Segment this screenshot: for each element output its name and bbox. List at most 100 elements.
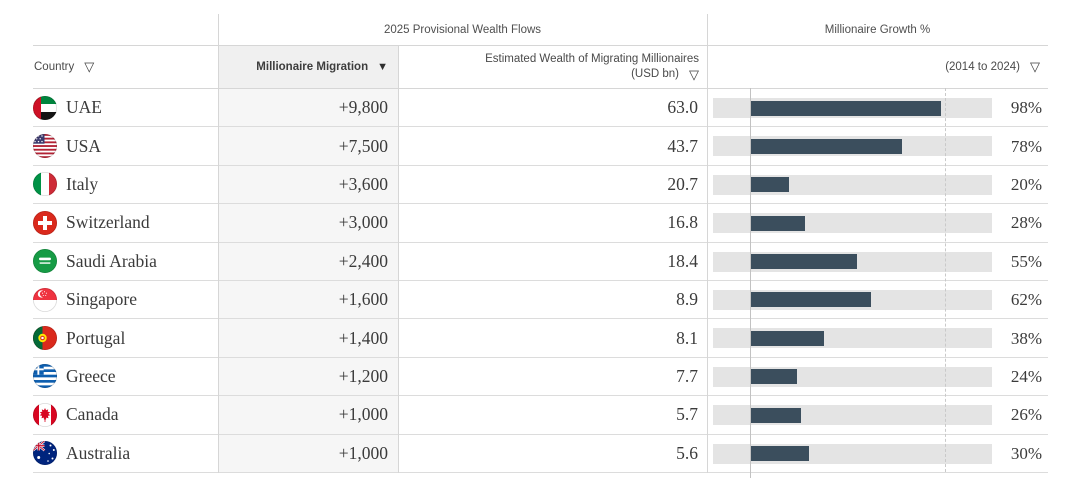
wealth-header-label-line2: (USD bn) — [631, 68, 679, 80]
growth-bar — [750, 254, 858, 270]
wealth-value-cell: 20.7 — [667, 173, 698, 194]
growth-bar — [750, 330, 825, 346]
growth-bar-track — [713, 405, 992, 426]
migration-header-label: Millionaire Migration — [256, 61, 369, 73]
country-cell: Saudi Arabia — [33, 243, 218, 280]
growth-percent-label: 78% — [1010, 136, 1042, 156]
growth-cell: 30% — [707, 435, 1048, 472]
growth-cell: 24% — [707, 358, 1048, 395]
column-header-estimated-wealth[interactable]: Estimated Wealth of Migrating Millionair… — [398, 46, 707, 88]
growth-cell: 98% — [707, 89, 1048, 126]
growth-bar-track — [713, 443, 992, 464]
growth-percent-label: 28% — [1010, 213, 1042, 233]
growth-bar-track — [713, 98, 992, 118]
country-cell: Switzerland — [33, 204, 218, 241]
wealth-value-cell: 18.4 — [667, 250, 698, 271]
column-header-millionaire-migration[interactable]: Millionaire Migration ▼ — [218, 46, 398, 88]
wealth-value-cell: 43.7 — [667, 135, 698, 156]
wealth-filter-icon[interactable]: ▽ — [689, 67, 699, 82]
migration-value-cell: +3,000 — [218, 204, 398, 242]
growth-bar — [750, 369, 797, 385]
country-filter-icon[interactable]: ▽ — [84, 59, 95, 74]
growth-bar — [750, 100, 942, 116]
migration-value-cell: +1,200 — [218, 357, 398, 396]
country-cell: Canada — [33, 396, 218, 433]
growth-percent-label: 38% — [1010, 328, 1042, 348]
growth-percent-label: 30% — [1010, 443, 1042, 463]
growth-bar-track — [713, 289, 992, 310]
growth-bar — [750, 138, 903, 154]
wealth-value-cell: 63.0 — [667, 97, 698, 118]
wealth-value-cell: 5.7 — [676, 404, 698, 425]
column-divider-country-migration — [218, 14, 219, 473]
country-name: Portugal — [66, 327, 126, 348]
growth-bar — [750, 446, 809, 462]
growth-bar — [750, 407, 801, 423]
wealth-value-cell: 5.6 — [676, 442, 698, 463]
growth-cell: 55% — [707, 243, 1048, 280]
singapore-flag-icon — [33, 287, 57, 312]
country-name: Saudi Arabia — [66, 250, 157, 271]
growth-bar-track — [713, 213, 992, 234]
millionaire-migration-table: 2025 Provisional Wealth Flows Millionair… — [33, 14, 1048, 478]
country-cell: Greece — [33, 358, 218, 395]
country-name: Greece — [66, 365, 116, 386]
wealth-value-cell: 16.8 — [667, 212, 698, 233]
bar-axis-100pct-reference-line — [945, 88, 946, 472]
growth-cell: 38% — [707, 319, 1048, 356]
wealth-header-label-line1: Estimated Wealth of Migrating Millionair… — [485, 53, 699, 65]
wealth-value-cell: 8.1 — [676, 327, 698, 348]
migration-sort-desc-icon[interactable]: ▼ — [377, 61, 388, 73]
column-divider-wealth-growth — [707, 14, 708, 473]
greece-flag-icon — [33, 364, 57, 389]
growth-cell: 26% — [707, 396, 1048, 433]
growth-cell: 78% — [707, 127, 1048, 164]
usa-flag-icon — [33, 134, 57, 159]
group-header-wealth-flows: 2025 Provisional Wealth Flows — [383, 23, 542, 36]
migration-value-cell: +9,800 — [218, 89, 398, 127]
italy-flag-icon — [33, 172, 57, 197]
column-header-row: Country ▽ Millionaire Migration ▼ Estima… — [33, 46, 1048, 89]
australia-flag-icon — [33, 441, 57, 466]
growth-filter-icon[interactable]: ▽ — [1030, 59, 1040, 74]
column-header-growth-period[interactable]: (2014 to 2024) ▽ — [707, 46, 1048, 88]
table-row: Portugal +1,400 8.1 38% — [33, 319, 1048, 358]
migration-value-cell: +7,500 — [218, 127, 398, 165]
table-body: UAE +9,800 63.0 98% USA +7,500 43.7 78% … — [33, 89, 1048, 473]
growth-bar — [750, 177, 789, 193]
country-name: Singapore — [66, 289, 137, 310]
country-name: Italy — [66, 173, 99, 194]
table-row: Saudi Arabia +2,400 18.4 55% — [33, 242, 1048, 281]
migration-value-cell: +1,000 — [218, 434, 398, 472]
country-name: Australia — [66, 442, 131, 463]
growth-percent-label: 62% — [1010, 290, 1042, 310]
column-divider-migration-wealth — [398, 45, 399, 473]
canada-flag-icon — [33, 402, 57, 427]
switzerland-flag-icon — [33, 210, 57, 235]
column-header-country[interactable]: Country ▽ — [33, 46, 218, 88]
uae-flag-icon — [33, 95, 57, 120]
growth-percent-label: 24% — [1010, 366, 1042, 386]
country-name: Switzerland — [66, 212, 150, 233]
table-row: Singapore +1,600 8.9 62% — [33, 280, 1048, 320]
growth-percent-label: 55% — [1010, 251, 1042, 271]
country-header-label: Country — [34, 61, 75, 73]
growth-cell: 62% — [707, 281, 1048, 318]
migration-value-cell: +1,000 — [218, 396, 398, 434]
country-cell: Australia — [33, 435, 218, 472]
growth-bar-track — [713, 174, 992, 195]
growth-cell: 20% — [707, 166, 1048, 203]
country-name: USA — [66, 135, 102, 156]
portugal-flag-icon — [33, 326, 57, 351]
country-cell: USA — [33, 127, 218, 164]
table-row: Switzerland +3,000 16.8 28% — [33, 204, 1048, 243]
table-row: Australia +1,000 5.6 30% — [33, 434, 1048, 473]
country-name: Canada — [66, 404, 119, 425]
table-row: USA +7,500 43.7 78% — [33, 127, 1048, 166]
bar-axis-zero-line — [750, 88, 751, 478]
wealth-value-cell: 8.9 — [676, 289, 698, 310]
migration-value-cell: +1,400 — [218, 319, 398, 357]
migration-value-cell: +1,600 — [218, 280, 398, 319]
growth-bar-track — [713, 366, 992, 387]
